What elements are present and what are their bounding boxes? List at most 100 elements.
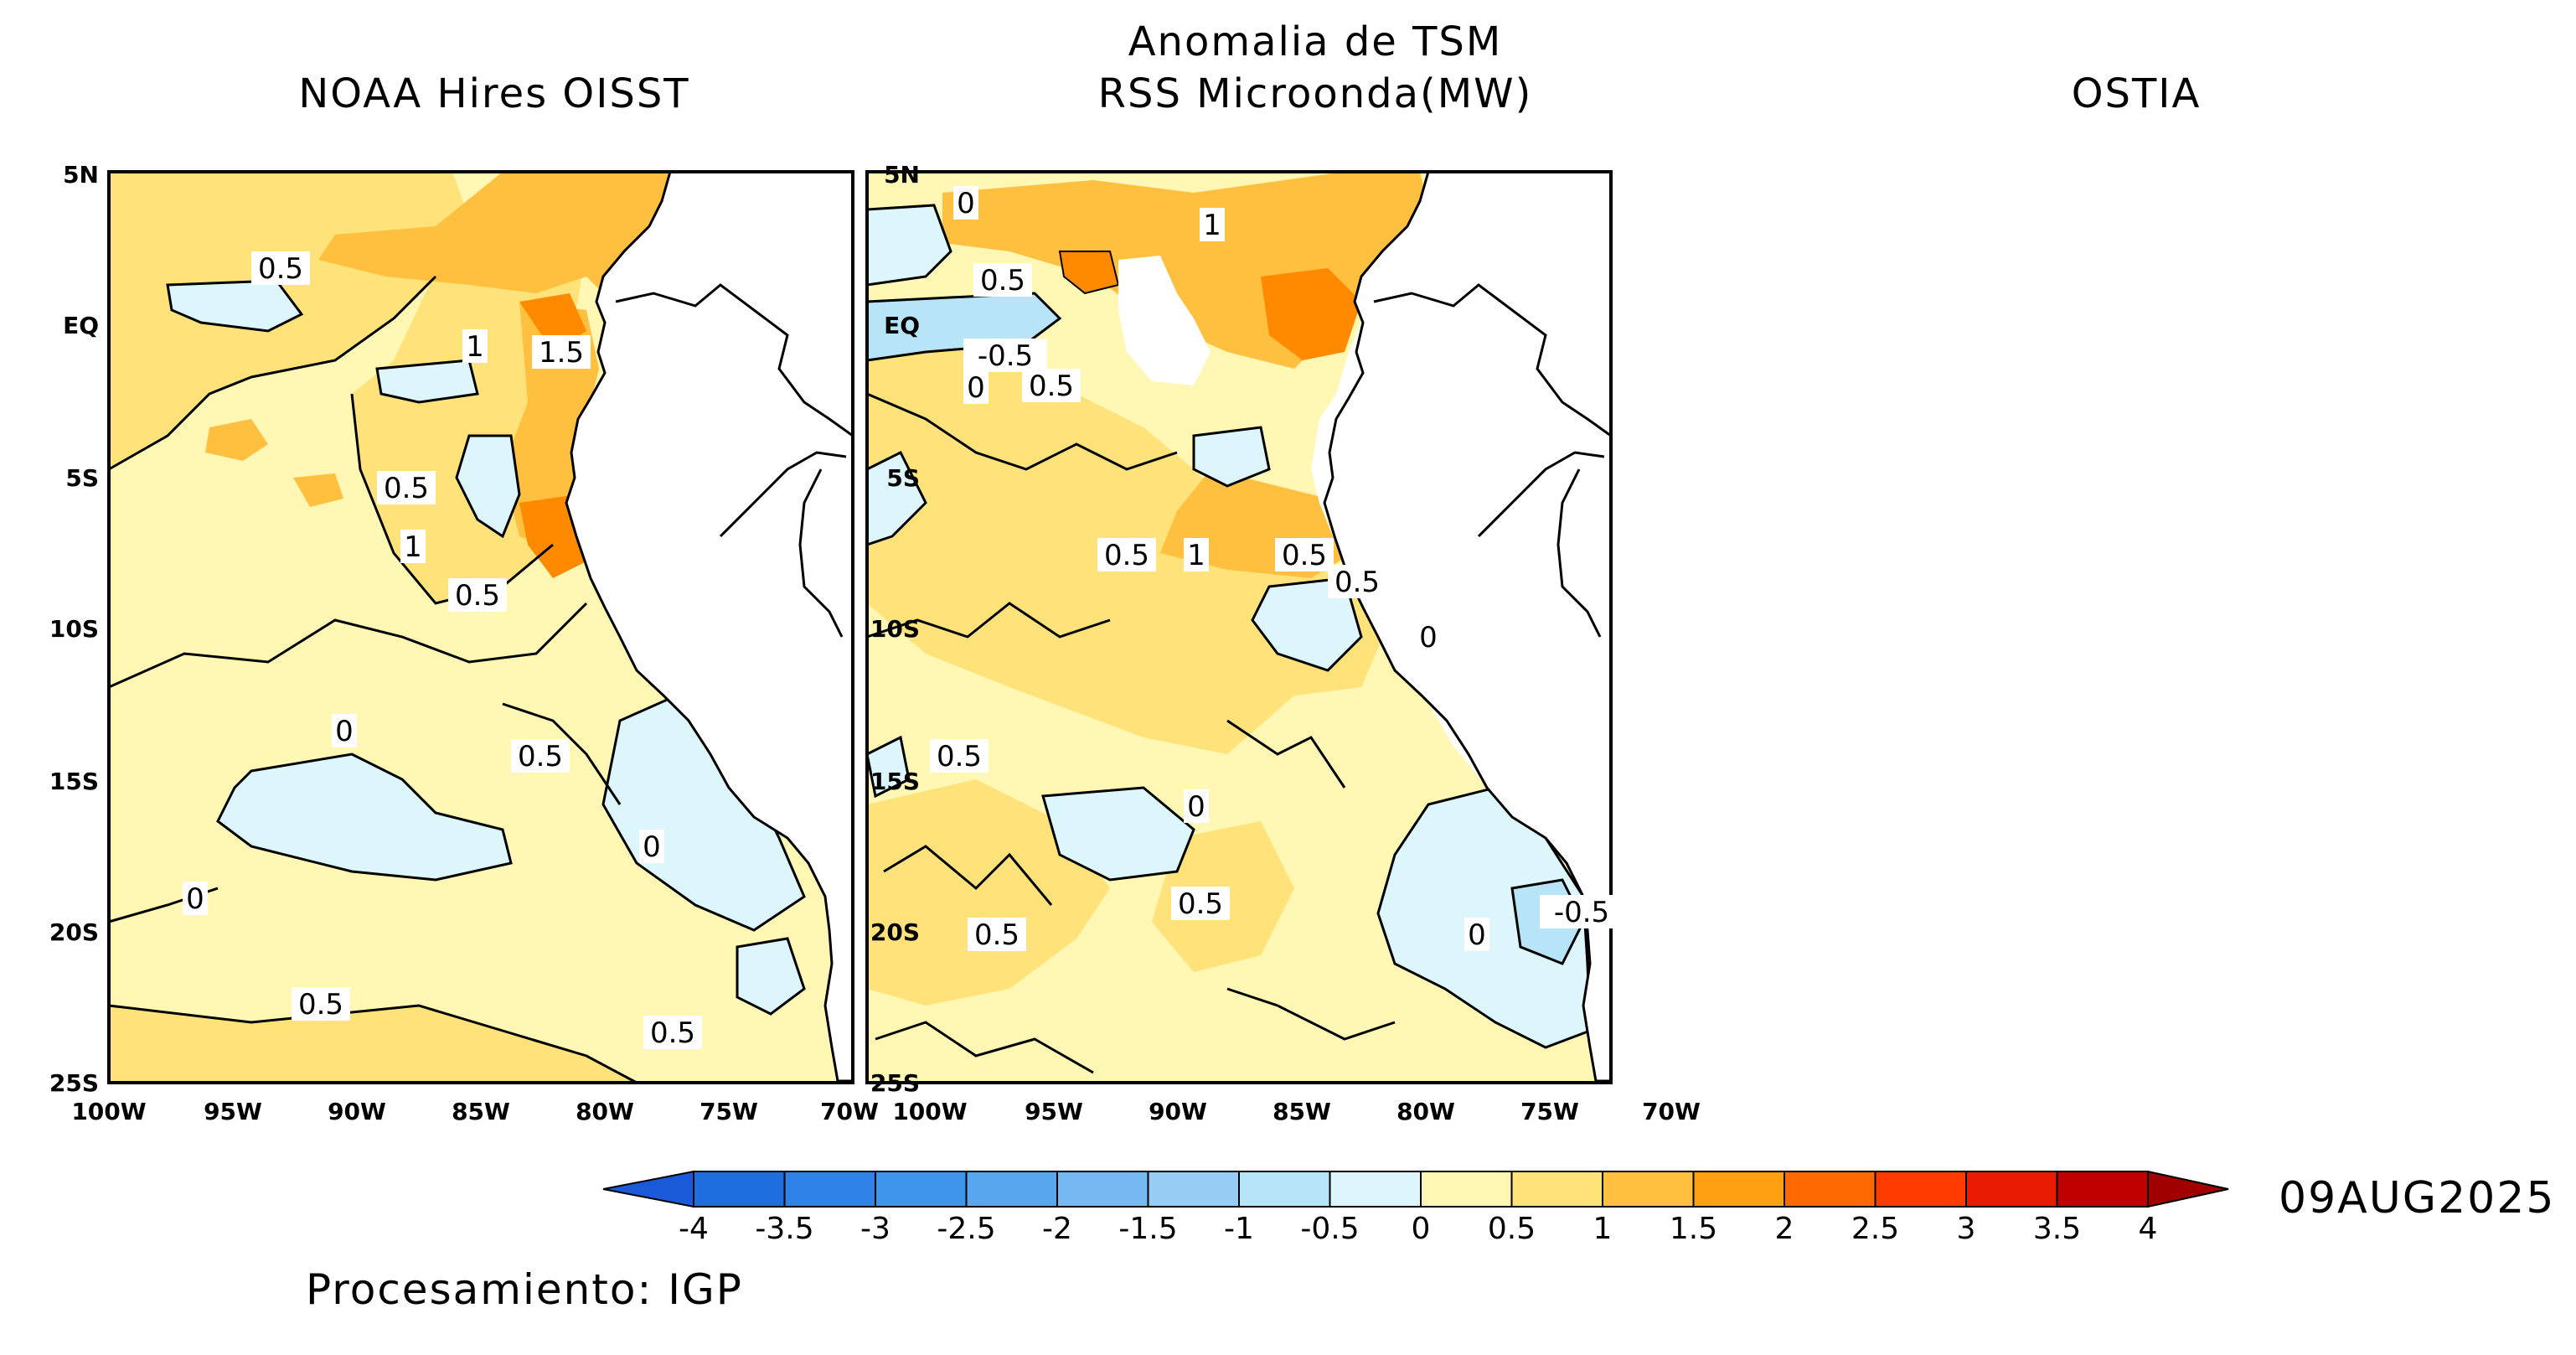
colorbar-swatch	[965, 1171, 1058, 1208]
anomaly-region-strong	[1058, 251, 1120, 295]
anomaly-region-cool	[1192, 426, 1271, 488]
svg-text:0.5: 0.5	[298, 988, 343, 1021]
map-frame	[107, 170, 854, 1084]
colorbar-tick-label: 0	[1412, 1212, 1431, 1246]
date-label: 09AUG2025	[2279, 1173, 2556, 1223]
y-tick-label: 10S	[49, 615, 99, 643]
contour-label: 0	[953, 186, 978, 220]
contour-label: 0.5	[1275, 538, 1334, 572]
contour-label: 0	[963, 370, 989, 405]
colorbar-tick-label: -3	[860, 1212, 891, 1246]
svg-text:0.5: 0.5	[455, 579, 500, 613]
svg-text:0.5: 0.5	[1178, 887, 1223, 921]
svg-text:0: 0	[1419, 621, 1438, 654]
contour-label: 0.5	[1328, 565, 1386, 599]
map-panel-oisst	[107, 170, 854, 1084]
x-tick-label: 95W	[204, 1098, 262, 1125]
y-tick-label: 10S	[870, 615, 920, 643]
anomaly-region-cool	[455, 434, 521, 539]
contour-label: 1	[1200, 208, 1225, 242]
svg-text:0.5: 0.5	[980, 264, 1025, 297]
colorbar-tick-label: -4	[679, 1212, 709, 1246]
contour-label: 0.5	[1097, 538, 1156, 572]
y-tick-label: 5N	[884, 161, 920, 189]
x-tick-label: 70W	[1642, 1098, 1701, 1125]
y-tick-label: 15S	[870, 768, 920, 795]
colorbar-tick-label: -2.5	[937, 1212, 995, 1246]
colorbar-tick-label: -3.5	[755, 1212, 813, 1246]
credit-label: Procesamiento: IGP	[306, 1265, 743, 1314]
svg-text:0.5: 0.5	[518, 740, 563, 773]
colorbar-swatch	[1056, 1171, 1149, 1208]
colorbar-tick-label: 1	[1593, 1212, 1613, 1246]
panel-title-ostia: OSTIA	[2071, 70, 2202, 117]
x-tick-label: 80W	[1396, 1098, 1455, 1125]
anomaly-region-cool	[736, 937, 806, 1016]
missing-data-mask	[1118, 256, 1211, 385]
colorbar-tick-label: -1	[1224, 1212, 1254, 1246]
contour-label: -0.5	[1540, 895, 1624, 929]
contour-label: 0	[1464, 918, 1489, 952]
y-tick-label: 5S	[65, 464, 99, 492]
colorbar-tick-label: 1.5	[1670, 1212, 1717, 1246]
y-tick-label: 20S	[49, 918, 99, 946]
svg-text:-0.5: -0.5	[1554, 896, 1609, 929]
colorbar-swatch	[1510, 1171, 1603, 1208]
y-tick-label: 5N	[63, 161, 99, 189]
y-tick-label: EQ	[884, 312, 920, 339]
colorbar-tick-label: 2.5	[1851, 1212, 1899, 1246]
svg-text:1: 1	[1187, 539, 1205, 572]
svg-text:0: 0	[1187, 790, 1205, 824]
anomaly-region-cool	[865, 735, 911, 799]
svg-text:0.5: 0.5	[1029, 370, 1074, 403]
x-tick-label: 85W	[1273, 1098, 1331, 1125]
svg-text:1: 1	[404, 530, 422, 564]
contour-label: 0	[1416, 620, 1441, 654]
contour-label: 1	[462, 329, 488, 364]
panel-title-oisst: NOAA Hires OISST	[298, 70, 690, 117]
svg-text:0.5: 0.5	[384, 472, 429, 505]
anomaly-region-cool	[375, 359, 479, 404]
contour-label: 0	[183, 882, 208, 916]
colorbar-tick-label: -0.5	[1300, 1212, 1359, 1246]
y-tick-label: 15S	[49, 768, 99, 795]
contour-label: 0.5	[448, 578, 507, 613]
colorbar-tick-label: -1.5	[1118, 1212, 1177, 1246]
anomaly-region-cool	[1041, 786, 1195, 882]
colorbar-tick-label: 3	[1957, 1212, 1976, 1246]
contour-label-group: 0.5 1 1.5 0.5 1 0.5 0 0.5 0 0 0.5 0.5 0 …	[183, 186, 1624, 1050]
svg-text:0.5: 0.5	[974, 918, 1020, 952]
colorbar-swatch	[693, 1171, 786, 1208]
colorbar-swatch	[1602, 1171, 1695, 1208]
svg-text:0: 0	[1468, 918, 1486, 952]
colorbar-swatch	[1329, 1171, 1422, 1208]
x-tick-label: 95W	[1025, 1098, 1083, 1125]
contour-label: 0.5	[377, 471, 436, 505]
svg-text:1: 1	[466, 330, 484, 364]
y-tick-label: 25S	[870, 1069, 920, 1097]
contour-label: 0.5	[292, 987, 350, 1021]
contour-label: 0.5	[1171, 887, 1230, 921]
y-tick-label: 25S	[49, 1069, 99, 1097]
colorbar-tick-label: 3.5	[2033, 1212, 2081, 1246]
contour-label: 0.5	[643, 1016, 702, 1050]
contour-label: 0.5	[511, 739, 570, 773]
svg-text:0: 0	[335, 715, 354, 748]
y-tick-label: 5S	[886, 464, 920, 492]
svg-text:0.5: 0.5	[258, 252, 303, 286]
colorbar-swatch	[1874, 1171, 1967, 1208]
anomaly-region-strong	[1261, 268, 1361, 360]
anomaly-region-half	[867, 779, 1110, 1006]
colorbar-tick-label: 4	[2139, 1212, 2158, 1246]
panel-title-rss: RSS Microonda(MW)	[1097, 70, 1533, 117]
contour-label: 1	[400, 530, 426, 564]
contour-label: 0.5	[251, 251, 310, 286]
colorbar-swatch	[875, 1171, 968, 1208]
x-tick-label: 85W	[452, 1098, 510, 1125]
main-title: Anomalia de TSM	[1128, 18, 1503, 65]
contour-label: 0	[332, 714, 357, 748]
contour-label: 0.5	[1022, 369, 1081, 403]
svg-text:0: 0	[643, 830, 661, 864]
x-tick-label: 70W	[820, 1098, 879, 1125]
